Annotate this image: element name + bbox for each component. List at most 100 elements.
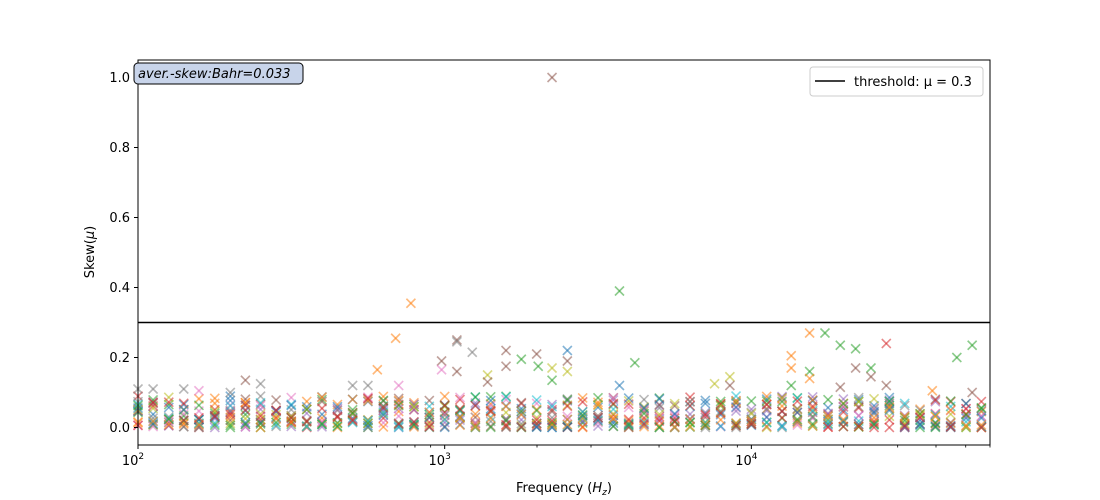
data-point: [378, 395, 389, 406]
data-point: [454, 394, 466, 405]
data-point: [301, 404, 312, 415]
data-point: [225, 400, 236, 411]
data-point: [470, 421, 481, 432]
data-point: [240, 419, 251, 430]
data-point: [316, 418, 328, 430]
data-point: [225, 422, 236, 433]
data-point: [451, 334, 462, 346]
data-point: [193, 422, 204, 433]
data-point: [807, 421, 818, 432]
data-point: [822, 422, 834, 433]
data-point: [516, 421, 527, 433]
data-point: [669, 408, 680, 419]
y-tick-label: 0.2: [109, 351, 130, 366]
data-point: [930, 408, 941, 419]
data-point: [592, 415, 604, 426]
data-point: [516, 418, 527, 429]
data-point: [546, 72, 558, 83]
data-point: [316, 394, 328, 405]
data-point: [786, 380, 797, 391]
data-point: [945, 417, 956, 428]
data-point: [724, 371, 735, 382]
data-point: [807, 403, 818, 414]
data-point: [271, 421, 282, 432]
data-point: [393, 411, 404, 422]
data-point: [225, 420, 236, 431]
data-point: [271, 409, 282, 420]
data-point: [500, 361, 512, 372]
x-axis: 102 103 104: [122, 445, 991, 469]
data-point: [500, 401, 512, 412]
data-point: [608, 408, 619, 419]
data-point: [562, 345, 573, 356]
data-point: [516, 409, 527, 420]
data-point: [163, 399, 174, 410]
data-point: [881, 380, 892, 391]
data-point: [454, 392, 466, 403]
data-point: [546, 417, 558, 428]
data-point: [899, 398, 910, 409]
annotation-box: [133, 62, 304, 85]
data-point: [914, 420, 926, 431]
data-point: [614, 285, 625, 297]
data-point: [746, 416, 757, 427]
data-point: [608, 398, 619, 409]
y-tick-label: 0.8: [109, 141, 130, 156]
data-point: [930, 411, 941, 422]
data-point: [347, 404, 358, 415]
data-point: [838, 398, 849, 409]
data-point: [623, 395, 634, 407]
data-point: [746, 418, 757, 429]
data-point: [623, 417, 634, 429]
data-point: [163, 414, 174, 425]
data-point: [930, 422, 941, 433]
x-tick-base: 10: [429, 454, 446, 469]
y-axis: 0.0 0.2 0.4 0.6 0.8 1.0: [109, 71, 138, 436]
data-point: [500, 415, 512, 426]
data-point: [865, 362, 877, 374]
data-point: [347, 415, 358, 426]
data-point: [792, 393, 803, 404]
data-point: [255, 400, 266, 411]
data-point: [316, 392, 328, 403]
data-point: [930, 395, 941, 406]
data-point: [500, 391, 512, 402]
data-point: [807, 401, 818, 412]
data-point: [715, 408, 726, 419]
data-point: [485, 391, 496, 402]
data-point: [960, 420, 972, 431]
data-point: [271, 405, 282, 416]
data-point: [822, 419, 834, 430]
x-tick-base: 10: [122, 454, 139, 469]
data-point: [470, 392, 481, 403]
data-point: [577, 396, 588, 407]
data-point: [178, 415, 189, 426]
data-point: [378, 417, 389, 428]
data-point: [899, 418, 910, 429]
data-point: [546, 415, 558, 426]
data-point: [761, 391, 772, 402]
x-tick-label: 104: [735, 452, 758, 469]
data-point: [240, 397, 251, 408]
data-point: [362, 417, 373, 429]
legend: threshold: μ = 0.3: [809, 66, 984, 97]
data-point: [709, 378, 720, 389]
data-point: [850, 343, 861, 354]
data-point: [225, 409, 236, 420]
data-point: [240, 400, 251, 411]
data-point: [240, 417, 251, 428]
data-point: [669, 400, 680, 411]
x-tick-label: 103: [429, 452, 451, 469]
x-tick-label: 102: [122, 452, 144, 469]
data-point: [347, 394, 358, 405]
data-point: [715, 396, 726, 407]
data-point: [914, 422, 926, 433]
data-point: [436, 355, 447, 367]
data-point: [822, 418, 834, 429]
data-point: [193, 412, 204, 423]
data-point: [623, 415, 634, 426]
data-point: [730, 406, 742, 417]
data-point: [485, 422, 496, 433]
data-point: [914, 410, 926, 421]
data-point: [485, 413, 496, 424]
